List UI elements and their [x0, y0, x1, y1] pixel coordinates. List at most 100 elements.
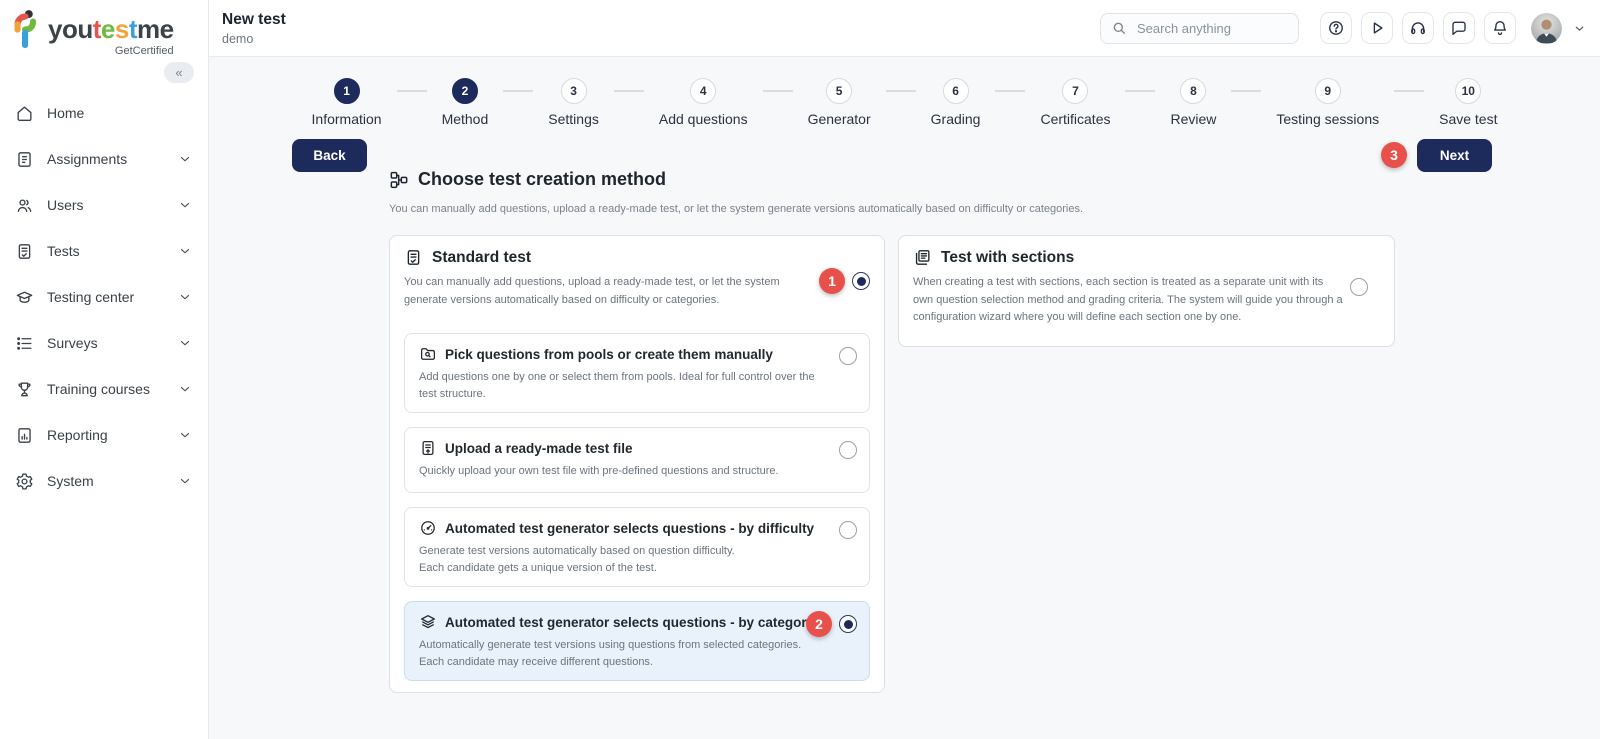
test-with-sections-card[interactable]: Test with sections When creating a test …	[898, 235, 1395, 347]
step-connector	[503, 90, 534, 92]
step-label: Review	[1170, 111, 1217, 127]
system-icon	[15, 472, 34, 491]
sidebar-item-training-courses[interactable]: Training courses	[0, 366, 208, 412]
topbar: New test demo	[209, 0, 1600, 57]
sidebar-item-tests[interactable]: Tests	[0, 228, 208, 274]
chevron-down-icon[interactable]	[178, 244, 192, 258]
search-box	[1100, 12, 1299, 44]
stepper-step-certificates[interactable]: 7 Certificates	[1040, 78, 1110, 127]
sidebar-collapse-button[interactable]: «	[164, 62, 194, 83]
stepper-step-testing-sessions[interactable]: 9 Testing sessions	[1276, 78, 1379, 127]
chevron-down-icon[interactable]	[178, 474, 192, 488]
step-number: 1	[333, 78, 360, 104]
account-menu-chevron-icon[interactable]	[1573, 22, 1586, 35]
sidebar-item-users[interactable]: Users	[0, 182, 208, 228]
chevron-down-icon[interactable]	[178, 152, 192, 166]
option-description: Add questions one by one or select them …	[419, 371, 815, 401]
surveys-icon	[15, 334, 34, 353]
chevron-down-icon[interactable]	[178, 290, 192, 304]
standard-test-card[interactable]: Standard test You can manually add quest…	[389, 235, 885, 693]
support-button[interactable]	[1402, 12, 1434, 44]
bell-icon	[1491, 19, 1509, 37]
section-heading: Choose test creation method	[418, 169, 667, 189]
sidebar-item-reporting[interactable]: Reporting	[0, 412, 208, 458]
step-number: 6	[942, 78, 969, 104]
next-button[interactable]: Next	[1417, 139, 1492, 172]
step-number: 8	[1180, 78, 1207, 104]
play-icon	[1368, 19, 1386, 37]
step-connector	[613, 90, 644, 92]
back-button[interactable]: Back	[292, 139, 367, 172]
option-upload-file[interactable]: Upload a ready-made test file Quickly up…	[404, 427, 870, 493]
option-radio[interactable]	[839, 615, 857, 633]
messages-button[interactable]	[1443, 12, 1475, 44]
step-connector	[396, 90, 427, 92]
step-label: Information	[311, 111, 382, 127]
option-pick-questions[interactable]: Pick questions from pools or create them…	[404, 333, 870, 413]
chevron-down-icon[interactable]	[178, 428, 192, 442]
sidebar-item-testing-center[interactable]: Testing center	[0, 274, 208, 320]
chevron-down-icon[interactable]	[178, 198, 192, 212]
step-number: 5	[826, 78, 853, 104]
step-label: Grading	[930, 111, 981, 127]
home-icon	[15, 104, 34, 123]
option-description: Automatically generate test versions usi…	[419, 639, 802, 669]
testing-center-icon	[15, 288, 34, 307]
sidebar-item-label: Users	[47, 197, 84, 213]
option-generator-by-category[interactable]: Automated test generator selects questio…	[404, 601, 870, 681]
tests-icon	[15, 242, 34, 261]
stacked-documents-icon	[913, 248, 932, 267]
notifications-button[interactable]	[1484, 12, 1516, 44]
logo-wordmark: youtestme	[48, 14, 174, 44]
stepper-step-save-test[interactable]: 10 Save test	[1439, 78, 1497, 127]
standard-test-title: Standard test	[432, 248, 532, 266]
sidebar-item-surveys[interactable]: Surveys	[0, 320, 208, 366]
step-label: Testing sessions	[1276, 111, 1380, 127]
search-input[interactable]	[1135, 19, 1288, 37]
user-avatar[interactable]	[1531, 12, 1562, 44]
stepper-step-method[interactable]: 2 Method	[442, 78, 488, 127]
option-radio[interactable]	[839, 347, 857, 365]
stepper-step-add-questions[interactable]: 4 Add questions	[659, 78, 748, 127]
sidebar-item-label: Assignments	[47, 151, 128, 167]
test-with-sections-radio[interactable]	[1350, 278, 1368, 296]
option-title: Pick questions from pools or create them…	[445, 346, 773, 362]
step-number: 4	[690, 78, 717, 104]
sidebar-item-label: Testing center	[47, 289, 135, 305]
sidebar-item-home[interactable]: Home	[0, 90, 208, 136]
chevron-down-icon[interactable]	[178, 382, 192, 396]
chevron-down-icon[interactable]	[178, 336, 192, 350]
brand-logo[interactable]: youtestme GetCertified	[10, 8, 174, 57]
step-connector	[1231, 90, 1262, 92]
help-button[interactable]	[1320, 12, 1352, 44]
step-connector	[1394, 90, 1425, 92]
sidebar-nav: Home Assignments Users Tests	[0, 90, 208, 504]
stepper-step-generator[interactable]: 5 Generator	[808, 78, 871, 127]
option-radio[interactable]	[839, 521, 857, 539]
option-description: Generate test versions automatically bas…	[419, 545, 735, 575]
sidebar-item-label: Home	[47, 105, 85, 121]
option-generator-by-difficulty[interactable]: Automated test generator selects questio…	[404, 507, 870, 587]
gauge-icon	[419, 519, 437, 537]
tutorial-play-button[interactable]	[1361, 12, 1393, 44]
step-connector	[1125, 90, 1156, 92]
stepper-step-review[interactable]: 8 Review	[1170, 78, 1216, 127]
sidebar: youtestme GetCertified « Home Assignment…	[0, 0, 209, 739]
folder-search-icon	[419, 345, 437, 363]
standard-test-radio[interactable]	[852, 272, 870, 290]
sitemap-icon	[389, 170, 409, 190]
logo-tagline: GetCertified	[114, 45, 174, 57]
stepper-step-grading[interactable]: 6 Grading	[930, 78, 981, 127]
option-radio[interactable]	[839, 441, 857, 459]
sidebar-item-label: Surveys	[47, 335, 98, 351]
training-courses-icon	[15, 380, 34, 399]
sidebar-item-system[interactable]: System	[0, 458, 208, 504]
tutorial-marker-3: 3	[1381, 142, 1407, 168]
page-subtitle: demo	[222, 31, 254, 46]
stepper-step-information[interactable]: 1 Information	[312, 78, 382, 127]
sidebar-item-label: Reporting	[47, 427, 108, 443]
step-number: 7	[1062, 78, 1089, 104]
tutorial-marker-1: 1	[819, 268, 845, 294]
stepper-step-settings[interactable]: 3 Settings	[548, 78, 599, 127]
sidebar-item-assignments[interactable]: Assignments	[0, 136, 208, 182]
